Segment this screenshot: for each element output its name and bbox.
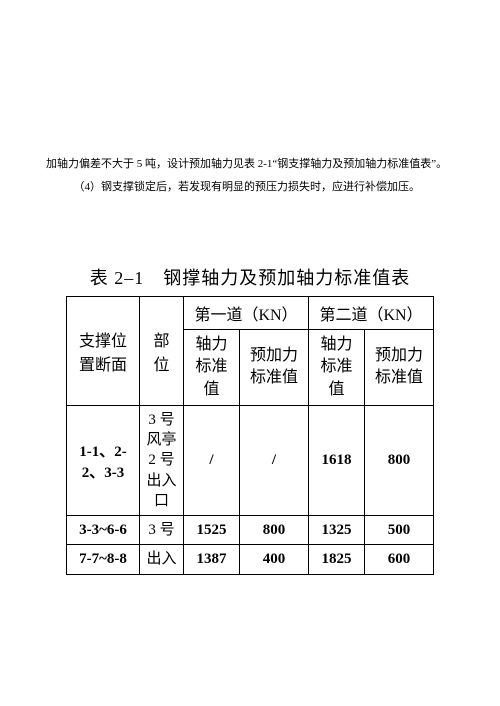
col-header-preload2-label: 预加力标准值	[375, 347, 423, 386]
cell-preload1: 400	[240, 545, 309, 574]
paragraph-1: 加轴力偏差不大于 5 吨，设计预加轴力见表 2-1“钢支撑轴力及预加轴力标准值表…	[46, 154, 454, 175]
cell-axial2: 1825	[309, 545, 365, 574]
col-header-preload1-label: 预加力标准值	[250, 347, 298, 386]
table-title: 表 2–1 钢撑轴力及预加轴力标准值表	[46, 264, 454, 290]
col-header-axial1: 轴力标准值	[184, 329, 240, 405]
table-header-row-1: 支撑位置断面 部位 第一道（KN） 第二道（KN）	[67, 296, 434, 329]
cell-preload2: 800	[365, 405, 434, 515]
col-header-group2-label: 第二道（KN）	[319, 307, 422, 324]
page-content: 加轴力偏差不大于 5 吨，设计预加轴力见表 2-1“钢支撑轴力及预加轴力标准值表…	[0, 0, 500, 575]
cell-axial2: 1618	[309, 405, 365, 515]
cell-part: 3 号风亭2 号出入口	[140, 405, 184, 515]
col-header-axial2-label: 轴力标准值	[320, 336, 352, 398]
cell-axial1: 1387	[184, 545, 240, 574]
cell-section: 1-1、2-2、3-3	[67, 405, 140, 515]
col-header-axial1-label: 轴力标准值	[195, 336, 227, 398]
table-row: 3-3~6-6 3 号 1525 800 1325 500	[67, 516, 434, 545]
col-header-preload2: 预加力标准值	[365, 329, 434, 405]
paragraph-2: （4）钢支撑锁定后，若发现有明显的预压力损失时，应进行补偿加压。	[46, 177, 454, 198]
cell-part: 出入	[140, 545, 184, 574]
table-row: 1-1、2-2、3-3 3 号风亭2 号出入口 / / 1618 800	[67, 405, 434, 515]
cell-preload2: 600	[365, 545, 434, 574]
cell-preload1: /	[240, 405, 309, 515]
col-header-group2: 第二道（KN）	[309, 296, 434, 329]
cell-axial1: /	[184, 405, 240, 515]
col-header-part-label: 部位	[153, 333, 169, 374]
cell-axial1: 1525	[184, 516, 240, 545]
col-header-preload1: 预加力标准值	[240, 329, 309, 405]
col-header-group1-label: 第一道（KN）	[194, 307, 297, 324]
table-wrapper: 支撑位置断面 部位 第一道（KN） 第二道（KN） 轴力标准值 预加力标准值 轴…	[46, 296, 454, 575]
cell-part: 3 号	[140, 516, 184, 545]
cell-preload2: 500	[365, 516, 434, 545]
col-header-part: 部位	[140, 296, 184, 405]
col-header-group1: 第一道（KN）	[184, 296, 309, 329]
cell-section: 3-3~6-6	[67, 516, 140, 545]
cell-preload1: 800	[240, 516, 309, 545]
axial-force-table: 支撑位置断面 部位 第一道（KN） 第二道（KN） 轴力标准值 预加力标准值 轴…	[66, 296, 434, 575]
col-header-axial2: 轴力标准值	[309, 329, 365, 405]
col-header-section: 支撑位置断面	[67, 296, 140, 405]
cell-section: 7-7~8-8	[67, 545, 140, 574]
cell-axial2: 1325	[309, 516, 365, 545]
table-row: 7-7~8-8 出入 1387 400 1825 600	[67, 545, 434, 574]
col-header-section-label: 支撑位置断面	[79, 333, 127, 374]
